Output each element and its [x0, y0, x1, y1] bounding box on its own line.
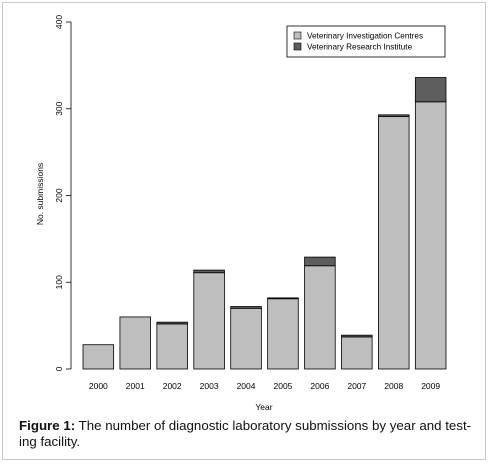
y-axis: 0 100 200 300 400: [54, 15, 72, 371]
x-tick-labels: 2000 2001 2002 2003 2004 2005 2006 2007 2008 2009: [89, 381, 441, 391]
bar-2003-series-0: [193, 272, 225, 370]
legend-swatch-1: [293, 42, 302, 51]
legend-label-1: Veterinary Research Institute: [307, 43, 413, 52]
bar-2003-series-1: [193, 269, 225, 274]
legend-label-0: Veterinary Investigation Centres: [307, 32, 423, 41]
legend-box: [286, 25, 446, 58]
x-tick-label-2003: 2003: [200, 381, 219, 391]
figure-caption: Figure 1: The number of diagnostic labor…: [19, 418, 474, 449]
bar-2008-series-0: [378, 116, 410, 370]
x-tick-label-2004: 2004: [237, 381, 256, 391]
caption-label: Figure 1:: [19, 418, 76, 433]
x-axis-label: Year: [255, 402, 272, 412]
bar-2009-series-1: [414, 77, 447, 103]
bar-2006-series-1: [304, 256, 336, 267]
x-tick-label-2000: 2000: [89, 381, 108, 391]
bar-2009-series-0: [414, 101, 447, 370]
x-tick-label-2006: 2006: [310, 381, 329, 391]
bar-2008-series-1: [378, 114, 410, 117]
x-tick-label-2002: 2002: [163, 381, 182, 391]
bar-2005-series-1: [267, 297, 299, 300]
bar-2001-series-0: [119, 316, 151, 370]
bar-2007-series-0: [341, 336, 373, 370]
y-tick-label: 100: [54, 275, 64, 289]
bar-2002-series-0: [156, 323, 188, 370]
caption-text: The number of diagnostic laboratory subm…: [19, 418, 472, 449]
bar-2000-series-0: [82, 344, 115, 370]
bar-2005-series-0: [267, 298, 299, 370]
legend: Veterinary Investigation Centres Veterina…: [286, 25, 446, 58]
y-tick-label: 200: [54, 188, 64, 202]
legend-swatch-0: [293, 31, 302, 40]
x-tick-label-2008: 2008: [384, 381, 403, 391]
y-axis-label: No. submissions: [35, 163, 45, 225]
x-tick-label-2009: 2009: [421, 381, 440, 391]
bar-2004-series-0: [230, 307, 262, 370]
x-tick-label-2005: 2005: [274, 381, 293, 391]
y-tick-label: 0: [54, 366, 64, 371]
bars: [82, 77, 447, 370]
x-tick-label-2007: 2007: [347, 381, 366, 391]
bar-2004-series-1: [230, 306, 262, 309]
bar-2006-series-0: [304, 265, 336, 370]
y-tick-label: 300: [54, 101, 64, 115]
y-tick-label: 400: [54, 15, 64, 29]
x-tick-label-2001: 2001: [126, 381, 145, 391]
bar-2002-series-1: [156, 321, 188, 325]
bar-2007-series-1: [341, 334, 373, 338]
